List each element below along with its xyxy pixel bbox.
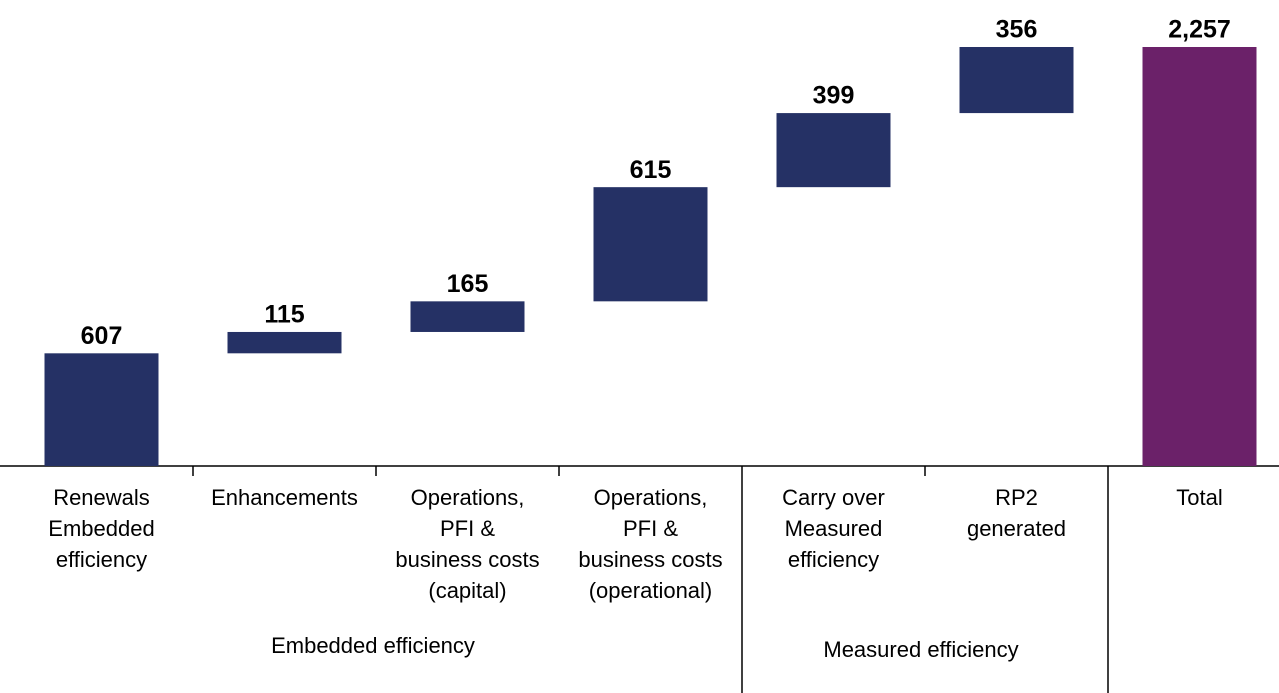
x-tick-label: Enhancements — [211, 485, 358, 510]
value-label: 165 — [447, 270, 489, 298]
x-tick-label: business costs — [395, 547, 539, 572]
bar — [44, 353, 159, 466]
group-label: Embedded efficiency — [271, 633, 475, 658]
x-tick-label: generated — [967, 516, 1066, 541]
x-tick-label: PFI & — [440, 516, 495, 541]
total-bar — [1142, 47, 1257, 466]
value-label: 2,257 — [1168, 16, 1231, 44]
x-tick-label: Operations, — [411, 485, 525, 510]
value-label: 115 — [264, 301, 304, 329]
x-tick-label: PFI & — [623, 516, 678, 541]
x-tick-label: Operations, — [594, 485, 708, 510]
x-tick-label: RP2 — [995, 485, 1038, 510]
x-tick-label: Renewals — [53, 485, 150, 510]
value-label: 356 — [996, 16, 1038, 44]
x-tick-label: Carry over — [782, 485, 885, 510]
value-label: 399 — [813, 82, 855, 110]
bar — [227, 331, 342, 354]
bar — [959, 47, 1074, 114]
x-tick-label: (capital) — [428, 578, 506, 603]
group-label: Measured efficiency — [823, 637, 1018, 662]
x-tick-label: Embedded — [48, 516, 154, 541]
value-label: 615 — [630, 156, 672, 184]
x-tick-label: business costs — [578, 547, 722, 572]
x-tick-label: efficiency — [788, 547, 879, 572]
bar — [410, 301, 525, 332]
x-tick-label: Measured — [785, 516, 883, 541]
x-tick-label: Total — [1176, 485, 1222, 510]
x-tick-label: (operational) — [589, 578, 713, 603]
x-tick-label: efficiency — [56, 547, 147, 572]
value-label: 607 — [81, 322, 123, 350]
bar — [776, 113, 891, 188]
bar — [593, 187, 708, 302]
